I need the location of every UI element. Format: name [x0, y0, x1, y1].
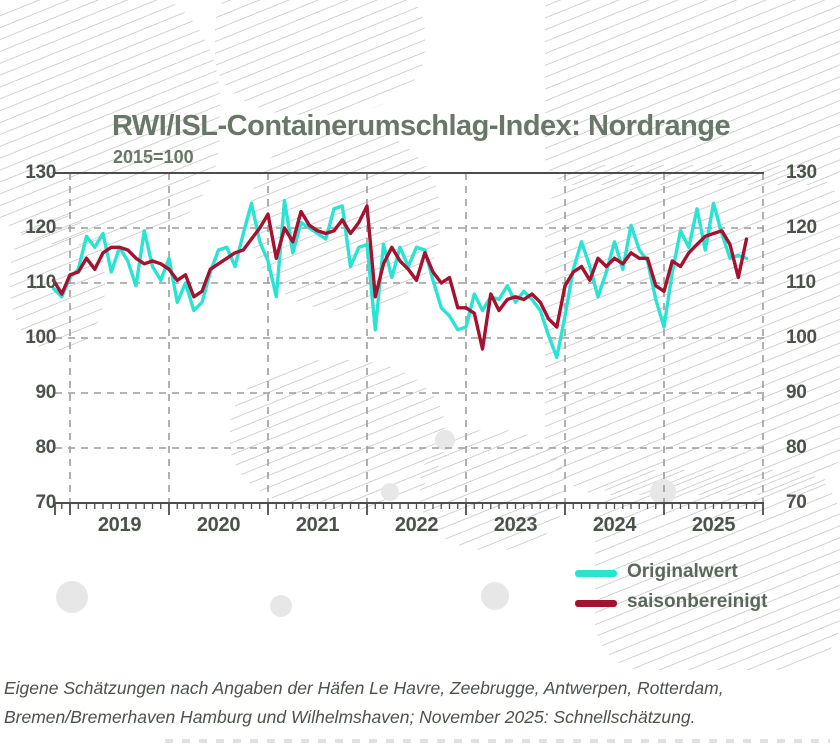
y-axis-label-left: 70: [35, 492, 56, 513]
legend-label-saisonbereinigt: saisonbereinigt: [627, 591, 768, 612]
map-city-dot: [481, 582, 509, 610]
map-city-dot: [435, 430, 455, 450]
source-footnote-line1: Eigene Schätzungen nach Angaben der Häfe…: [4, 678, 724, 698]
y-axis-label-right: 120: [786, 217, 817, 238]
map-hatch-baltic: [545, 165, 840, 495]
map-hatch-uk: [0, 0, 220, 245]
legend-label-originalwert: Originalwert: [627, 561, 738, 582]
y-axis-label-left: 80: [35, 437, 56, 458]
map-city-dot: [650, 479, 676, 505]
source-footnote-line2: Bremen/Bremerhaven Hamburg und Wilhelmsh…: [4, 707, 696, 727]
chart-subtitle: 2015=100: [113, 147, 194, 167]
x-axis-year-label: 2020: [196, 514, 241, 536]
y-axis-label-right: 80: [786, 437, 807, 458]
x-axis-year-label: 2021: [295, 514, 340, 536]
map-city-dot: [270, 595, 292, 617]
y-axis-label-left: 110: [26, 272, 56, 293]
saisonbereinigt-line-swatch: [575, 600, 617, 607]
map-city-dot: [56, 581, 88, 613]
x-axis-year-label: 2022: [394, 514, 439, 536]
bottom-edge-decoration: [165, 739, 830, 743]
y-axis-label-right: 100: [786, 327, 817, 348]
x-axis-year-label: 2024: [592, 514, 637, 536]
x-axis-year-label: 2023: [493, 514, 538, 536]
map-city-dot: [381, 483, 399, 501]
y-axis-label-right: 70: [786, 492, 807, 513]
y-axis-label-right: 90: [786, 382, 807, 403]
map-hatch-scandinavia: [545, 0, 840, 185]
y-axis-label-left: 120: [25, 217, 56, 238]
map-hatch-benelux: [230, 360, 445, 510]
x-axis-year-label: 2019: [97, 514, 142, 536]
y-axis-label-left: 100: [25, 327, 56, 348]
source-footnote: Eigene Schätzungen nach Angaben der Häfe…: [4, 674, 724, 732]
saisonbereinigt-line: [51, 204, 749, 351]
map-hatch-norway: [215, 0, 425, 115]
originalwert-line: [51, 198, 749, 359]
y-axis-label-left: 90: [35, 382, 56, 403]
map-hatch-germany: [420, 430, 565, 550]
page-title: RWI/ISL-Containerumschlag-Index: Nordran…: [112, 110, 731, 142]
x-axis-year-label: 2025: [691, 514, 736, 536]
y-axis-label-right: 130: [786, 162, 817, 183]
y-axis-label-left: 130: [25, 162, 56, 183]
originalwert-line-swatch: [575, 570, 617, 577]
y-axis-label-right: 110: [786, 272, 816, 293]
